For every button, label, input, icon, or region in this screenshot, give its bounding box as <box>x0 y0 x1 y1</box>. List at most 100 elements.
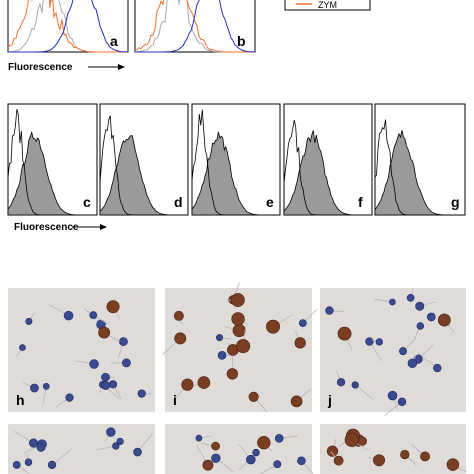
cell <box>273 460 282 469</box>
cell <box>217 351 227 360</box>
cell <box>415 301 425 311</box>
cell <box>101 381 111 390</box>
cell <box>108 380 118 389</box>
cell <box>65 393 74 402</box>
cell <box>365 337 374 346</box>
cell <box>446 458 460 471</box>
cell <box>389 298 396 306</box>
cell <box>246 454 256 465</box>
histogram-curve <box>7 109 97 216</box>
cell <box>98 326 111 339</box>
histogram-curve <box>8 0 128 53</box>
cell <box>231 312 245 326</box>
cell <box>106 300 120 314</box>
cell <box>30 383 39 393</box>
cell <box>375 338 383 346</box>
cell <box>433 363 442 373</box>
cell <box>63 310 74 321</box>
panel-label: f <box>358 194 363 210</box>
cell <box>226 368 238 380</box>
cell <box>333 455 344 466</box>
cell <box>106 427 116 437</box>
cell <box>232 323 246 338</box>
cell <box>297 456 306 466</box>
cell <box>336 378 346 387</box>
histogram-curve <box>191 109 280 216</box>
cell <box>24 458 33 466</box>
cell <box>211 441 220 451</box>
histogram-curve <box>99 115 188 216</box>
panel-label: c <box>83 194 91 210</box>
cell <box>119 337 128 346</box>
cell <box>426 312 436 322</box>
panel-label: h <box>16 392 25 408</box>
cell <box>337 326 352 341</box>
cell <box>173 310 184 321</box>
panel-label: e <box>266 194 274 210</box>
cell <box>29 438 39 448</box>
cell <box>181 378 194 391</box>
cell <box>101 372 110 382</box>
cell <box>406 293 415 302</box>
cell <box>216 334 223 342</box>
cell <box>36 442 46 452</box>
legend: ZYM <box>284 0 371 11</box>
cell <box>195 434 203 442</box>
arrow-head <box>118 64 125 70</box>
cell <box>266 319 280 334</box>
cell <box>121 358 131 368</box>
cell <box>407 358 418 369</box>
panel-label: i <box>173 392 177 408</box>
cell <box>197 376 211 389</box>
cell <box>89 359 99 369</box>
histogram-frame <box>7 0 129 53</box>
cell <box>112 442 120 450</box>
panel-label: g <box>451 194 460 210</box>
cell <box>298 319 307 328</box>
histogram-curve <box>134 0 255 53</box>
cell <box>257 436 271 450</box>
cell <box>294 337 306 349</box>
cell <box>236 339 251 354</box>
micrograph <box>8 424 155 474</box>
histogram-curve <box>7 0 128 53</box>
cell <box>25 317 33 325</box>
cell <box>202 459 214 471</box>
cell <box>344 432 359 447</box>
cell <box>373 454 386 467</box>
panel-label: d <box>174 194 183 210</box>
cell <box>174 332 187 345</box>
cell <box>437 313 451 327</box>
cell <box>252 448 260 457</box>
legend-entry: ZYM <box>318 0 337 10</box>
cell <box>89 311 98 319</box>
cell <box>325 306 334 315</box>
micrograph <box>165 424 312 474</box>
cell <box>230 293 245 307</box>
axis-label: Fluorescence <box>8 62 73 73</box>
cell <box>416 322 425 330</box>
panel-label: b <box>237 33 246 49</box>
cell <box>400 449 410 460</box>
histogram-curve <box>374 119 465 216</box>
cell <box>47 460 57 470</box>
cell <box>326 445 339 457</box>
cell <box>387 390 398 401</box>
cell <box>274 434 284 443</box>
cell <box>116 437 124 446</box>
cell-process <box>354 384 374 400</box>
axis-label: Fluorescence <box>14 222 79 233</box>
legend-box <box>284 0 371 11</box>
cell <box>420 451 431 462</box>
cell <box>137 389 146 398</box>
micrograph <box>320 424 466 474</box>
cell <box>351 381 359 389</box>
cell <box>12 460 21 469</box>
cell <box>399 347 408 356</box>
arrow-head <box>100 224 107 230</box>
cell <box>248 391 259 402</box>
histogram-curve <box>283 119 372 216</box>
panel-label: j <box>327 392 332 408</box>
cell <box>211 453 221 463</box>
